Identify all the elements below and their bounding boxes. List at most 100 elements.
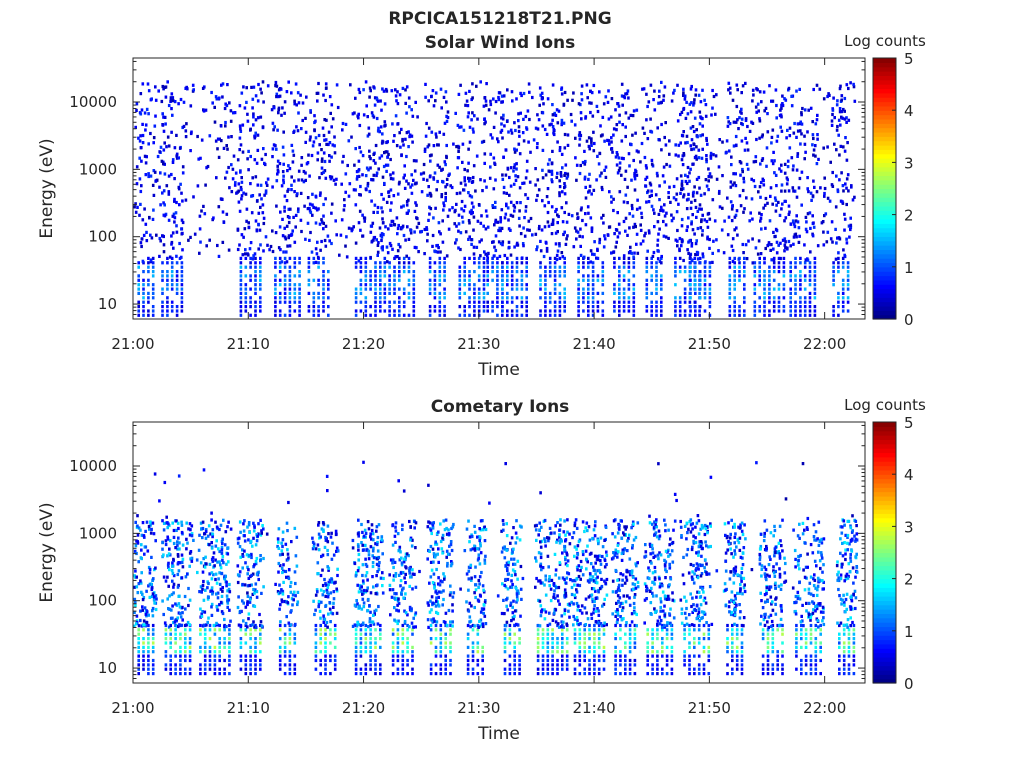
- heatmap-cell: [584, 223, 588, 227]
- heatmap-cell: [652, 208, 655, 212]
- heatmap-cell: [322, 261, 325, 265]
- heatmap-cell: [645, 309, 649, 313]
- heatmap-cell: [707, 211, 711, 216]
- heatmap-cell: [680, 224, 684, 228]
- heatmap-cell: [412, 274, 416, 278]
- heatmap-cell: [738, 265, 741, 269]
- heatmap-cell: [378, 226, 382, 230]
- heatmap-cell: [782, 256, 786, 260]
- heatmap-cell: [615, 240, 618, 244]
- heatmap-cell: [558, 313, 562, 317]
- heatmap-cell: [176, 521, 180, 525]
- heatmap-cell: [151, 663, 155, 667]
- heatmap-cell: [632, 158, 635, 163]
- heatmap-cell: [404, 238, 407, 242]
- heatmap-cell: [181, 543, 185, 547]
- heatmap-cell: [771, 128, 775, 132]
- heatmap-cell: [380, 232, 384, 236]
- heatmap-cell: [753, 184, 757, 189]
- heatmap-cell: [304, 140, 307, 144]
- heatmap-cell: [176, 572, 180, 577]
- heatmap-cell: [151, 521, 155, 525]
- heatmap-cell: [520, 313, 524, 317]
- heatmap-cell: [663, 203, 666, 207]
- heatmap-cell: [190, 534, 194, 538]
- heatmap-cell: [278, 607, 281, 611]
- heatmap-cell: [645, 92, 648, 96]
- heatmap-cell: [467, 161, 470, 165]
- heatmap-cell: [618, 291, 621, 295]
- heatmap-cell: [259, 641, 262, 645]
- heatmap-cell: [169, 654, 172, 658]
- heatmap-cell: [468, 300, 471, 304]
- heatmap-cell: [820, 221, 824, 225]
- heatmap-cell: [295, 194, 299, 198]
- heatmap-cell: [610, 140, 613, 144]
- heatmap-cell: [179, 97, 183, 102]
- heatmap-cell: [834, 227, 837, 231]
- heatmap-cell: [320, 171, 324, 176]
- heatmap-cell: [708, 291, 712, 295]
- heatmap-cell: [164, 623, 168, 628]
- heatmap-cell: [398, 256, 401, 260]
- heatmap-cell: [772, 230, 775, 234]
- heatmap-cell: [139, 202, 142, 206]
- heatmap-cell: [493, 205, 497, 209]
- heatmap-cell: [454, 111, 457, 115]
- heatmap-cell: [393, 134, 396, 138]
- heatmap-cell: [314, 608, 317, 612]
- heatmap-cell: [787, 189, 791, 193]
- heatmap-cell: [175, 133, 178, 137]
- heatmap-cell: [244, 252, 247, 256]
- heatmap-cell: [278, 663, 282, 667]
- heatmap-cell: [781, 103, 785, 108]
- heatmap-cell: [171, 561, 174, 565]
- heatmap-cell: [164, 122, 167, 126]
- heatmap-cell: [282, 181, 285, 185]
- heatmap-cell: [477, 291, 481, 295]
- heatmap-cell: [151, 283, 155, 287]
- heatmap-cell: [264, 235, 268, 239]
- heatmap-cell: [587, 136, 591, 140]
- heatmap-cell: [396, 122, 400, 126]
- heatmap-cell: [358, 209, 362, 213]
- heatmap-cell: [479, 221, 483, 225]
- heatmap-cell: [324, 667, 327, 671]
- heatmap-cell: [624, 193, 628, 197]
- heatmap-cell: [306, 221, 310, 225]
- heatmap-cell: [406, 225, 409, 229]
- heatmap-cell: [750, 197, 754, 201]
- heatmap-cell: [374, 143, 378, 148]
- heatmap-cell: [287, 80, 290, 84]
- heatmap-cell: [240, 194, 244, 198]
- heatmap-cell: [230, 163, 233, 167]
- heatmap-cell: [203, 628, 207, 632]
- heatmap-cell: [673, 88, 676, 92]
- heatmap-cell: [151, 296, 155, 300]
- heatmap-cell: [458, 278, 462, 282]
- heatmap-cell: [180, 287, 184, 291]
- heatmap-cell: [384, 225, 387, 229]
- heatmap-cell: [494, 99, 498, 104]
- heatmap-cell: [489, 133, 493, 137]
- heatmap-cell: [285, 90, 289, 94]
- heatmap-cell: [308, 174, 311, 178]
- heatmap-cell: [293, 99, 296, 103]
- heatmap-cell: [690, 138, 694, 142]
- heatmap-cell: [401, 137, 404, 142]
- heatmap-cell: [170, 172, 173, 177]
- heatmap-cell: [763, 313, 766, 317]
- heatmap-cell: [563, 90, 567, 95]
- heatmap-cell: [214, 95, 218, 99]
- heatmap-cell: [470, 118, 473, 122]
- heatmap-cell: [705, 160, 708, 164]
- heatmap-cell: [368, 149, 371, 153]
- heatmap-cell: [379, 270, 382, 274]
- heatmap-cell: [683, 300, 687, 304]
- heatmap-cell: [541, 199, 544, 203]
- heatmap-cell: [210, 588, 214, 592]
- heatmap-cell: [247, 221, 250, 225]
- heatmap-cell: [742, 210, 745, 214]
- heatmap-cell: [151, 623, 155, 628]
- heatmap-cell: [683, 287, 687, 291]
